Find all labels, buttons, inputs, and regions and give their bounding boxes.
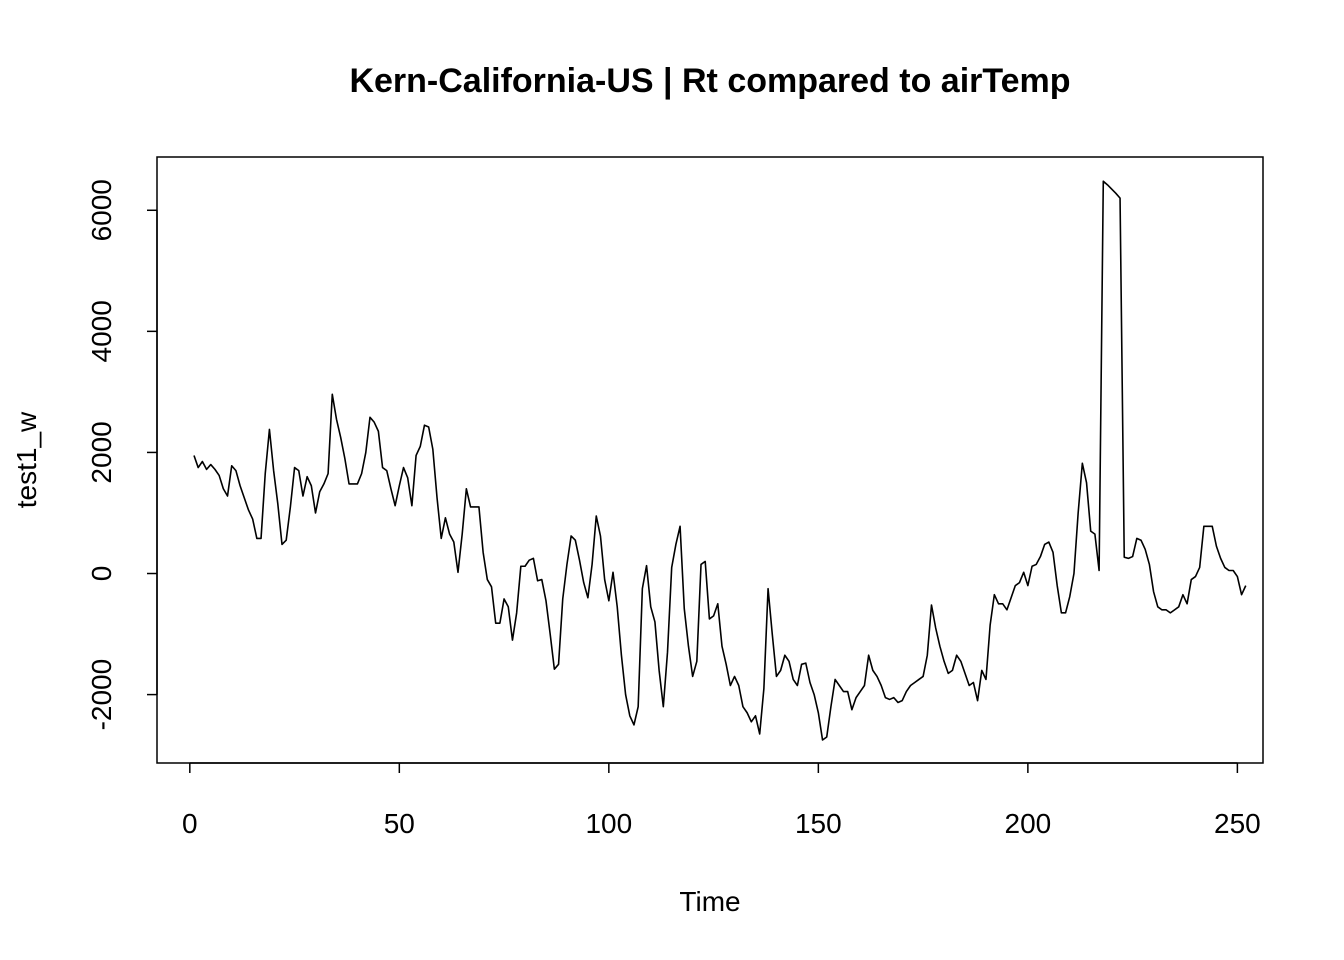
x-tick-label: 150 xyxy=(795,808,842,839)
x-tick-label: 0 xyxy=(182,808,198,839)
x-axis-label: Time xyxy=(679,886,740,917)
y-tick-label: 2000 xyxy=(86,421,117,483)
y-tick-label: -2000 xyxy=(86,659,117,731)
series-group xyxy=(193,180,1247,741)
chart-title: Kern-California-US | Rt compared to airT… xyxy=(349,62,1070,100)
x-tick-label: 100 xyxy=(585,808,632,839)
y-tick-label: 6000 xyxy=(86,179,117,241)
x-axis: 0 50 100 150 200 250 xyxy=(182,762,1261,839)
series-line xyxy=(193,180,1247,741)
x-tick-label: 200 xyxy=(1005,808,1052,839)
y-tick-label: 4000 xyxy=(86,300,117,362)
x-tick-label: 250 xyxy=(1214,808,1261,839)
x-tick-label: 50 xyxy=(384,808,415,839)
y-axis-label: test1_w xyxy=(11,411,42,508)
y-tick-label: 0 xyxy=(86,566,117,582)
y-axis: -2000 0 2000 4000 6000 xyxy=(86,179,158,731)
plot-area-frame xyxy=(156,156,1264,764)
